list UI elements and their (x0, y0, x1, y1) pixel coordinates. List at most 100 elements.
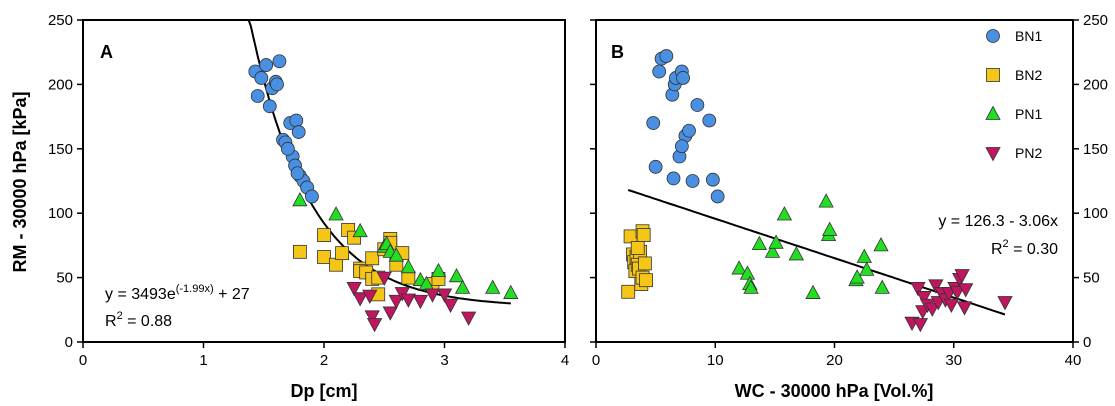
x-tick-label: 0 (592, 352, 600, 369)
data-point-pn1 (743, 279, 759, 294)
legend: BN1 BN2 PN1 PN2 (985, 28, 1042, 162)
y-tick-label-right: 150 (1083, 141, 1108, 158)
legend-label: PN2 (1015, 145, 1042, 161)
data-point-pn2 (412, 294, 429, 310)
data-point-pn1 (788, 246, 805, 261)
data-point-pn1 (731, 260, 747, 275)
y-tick-label: 0 (65, 334, 73, 351)
x-axis-title-b: WC - 30000 hPa [Vol.%] (735, 381, 934, 401)
panel-a-axes: 0 1 2 3 4 0 50 100 150 200 250 (48, 12, 569, 369)
data-point-bn1 (659, 49, 674, 63)
y-tick-label: 250 (48, 12, 73, 29)
x-axis-title-a: Dp [cm] (291, 381, 358, 401)
x-tick-label: 10 (707, 352, 724, 369)
x-tick-label: 4 (561, 352, 569, 369)
legend-marker-bn2 (986, 68, 1000, 82)
y-tick-label-right: 0 (1083, 334, 1091, 351)
fit-equation-a: y = 3493e(-1.99x) + 27 (105, 283, 250, 303)
data-point-pn1 (805, 284, 821, 299)
data-point-bn1 (702, 113, 717, 128)
legend-item-pn1: PN1 (985, 105, 1042, 122)
x-tick-label: 20 (826, 352, 843, 369)
data-point-bn1 (262, 99, 277, 114)
panel-a-points (248, 54, 519, 333)
data-point-pn1 (874, 279, 890, 294)
data-point-bn1 (652, 64, 667, 79)
data-point-pn2 (436, 288, 453, 303)
data-point-bn1 (270, 77, 284, 92)
data-point-pn2 (916, 291, 932, 306)
data-point-pn2 (352, 292, 368, 307)
data-point-pn1 (388, 247, 404, 262)
data-point-pn2 (346, 282, 362, 297)
legend-marker-pn2 (985, 147, 1001, 162)
y-tick-label-right: 100 (1083, 205, 1108, 222)
data-point-pn1 (454, 279, 471, 294)
legend-marker-pn1 (985, 105, 1001, 120)
data-point-bn2 (317, 228, 331, 242)
data-point-bn1 (289, 113, 304, 128)
data-point-pn1 (822, 221, 838, 236)
data-point-bn1 (280, 141, 295, 156)
data-point-bn2 (630, 241, 645, 255)
data-point-pn1 (448, 267, 465, 283)
x-tick-label: 1 (199, 352, 207, 369)
data-point-bn1 (305, 189, 319, 204)
data-point-pn2 (460, 311, 477, 326)
y-tick-label-right: 50 (1083, 270, 1100, 287)
data-point-pn1 (430, 262, 447, 278)
data-point-pn2 (910, 282, 926, 297)
data-point-pn1 (818, 193, 834, 208)
data-point-bn2 (639, 273, 653, 288)
data-point-pn2 (924, 302, 940, 317)
data-point-pn2 (928, 279, 944, 294)
data-point-bn1 (254, 71, 269, 85)
data-point-pn1 (751, 235, 768, 251)
data-point-pn1 (768, 234, 784, 249)
legend-label: BN1 (1015, 28, 1042, 44)
y-axis-title: RM - 30000 hPa [kPa] (10, 91, 30, 272)
panel-a-label: A (100, 42, 113, 62)
data-point-pn1 (328, 206, 344, 221)
data-point-bn1 (676, 71, 690, 85)
data-point-pn2 (442, 298, 459, 313)
r-squared-a: R2 = 0.88 (105, 310, 172, 330)
data-point-pn2 (958, 283, 974, 298)
y-tick-label-right: 200 (1083, 76, 1108, 93)
data-point-bn2 (335, 246, 349, 261)
data-point-bn1 (674, 139, 689, 154)
data-point-pn2 (382, 306, 398, 321)
data-point-pn1 (776, 206, 793, 221)
data-point-pn2 (366, 318, 383, 333)
data-point-pn2 (400, 293, 417, 308)
r-squared-b: R2 = 0.30 (991, 238, 1058, 258)
data-point-pn2 (912, 318, 929, 333)
legend-label: PN1 (1015, 106, 1042, 122)
data-point-pn1 (503, 284, 519, 299)
data-point-pn2 (954, 269, 970, 284)
data-point-bn1 (290, 166, 305, 181)
data-point-bn1 (685, 174, 700, 188)
data-point-pn1 (739, 265, 756, 280)
data-point-bn2 (329, 257, 343, 272)
data-point-pn1 (873, 237, 889, 252)
x-tick-label: 40 (1065, 352, 1082, 369)
data-point-bn1 (666, 171, 681, 186)
data-point-bn1 (705, 172, 720, 187)
data-point-pn1 (400, 258, 417, 274)
y-tick-label: 50 (56, 270, 73, 287)
data-point-pn2 (949, 285, 965, 301)
legend-marker-bn1 (986, 29, 1000, 43)
data-point-pn2 (956, 301, 973, 316)
data-point-bn2 (292, 244, 307, 259)
data-point-pn1 (859, 261, 875, 276)
y-tick-label-right: 250 (1083, 12, 1108, 29)
legend-item-bn2: BN2 (986, 67, 1042, 83)
data-point-pn1 (856, 248, 872, 263)
fit-equation-b: y = 126.3 - 3.06x (938, 213, 1058, 230)
data-point-pn2 (362, 289, 378, 304)
data-point-pn1 (849, 269, 865, 284)
y-tick-label: 100 (48, 205, 73, 222)
